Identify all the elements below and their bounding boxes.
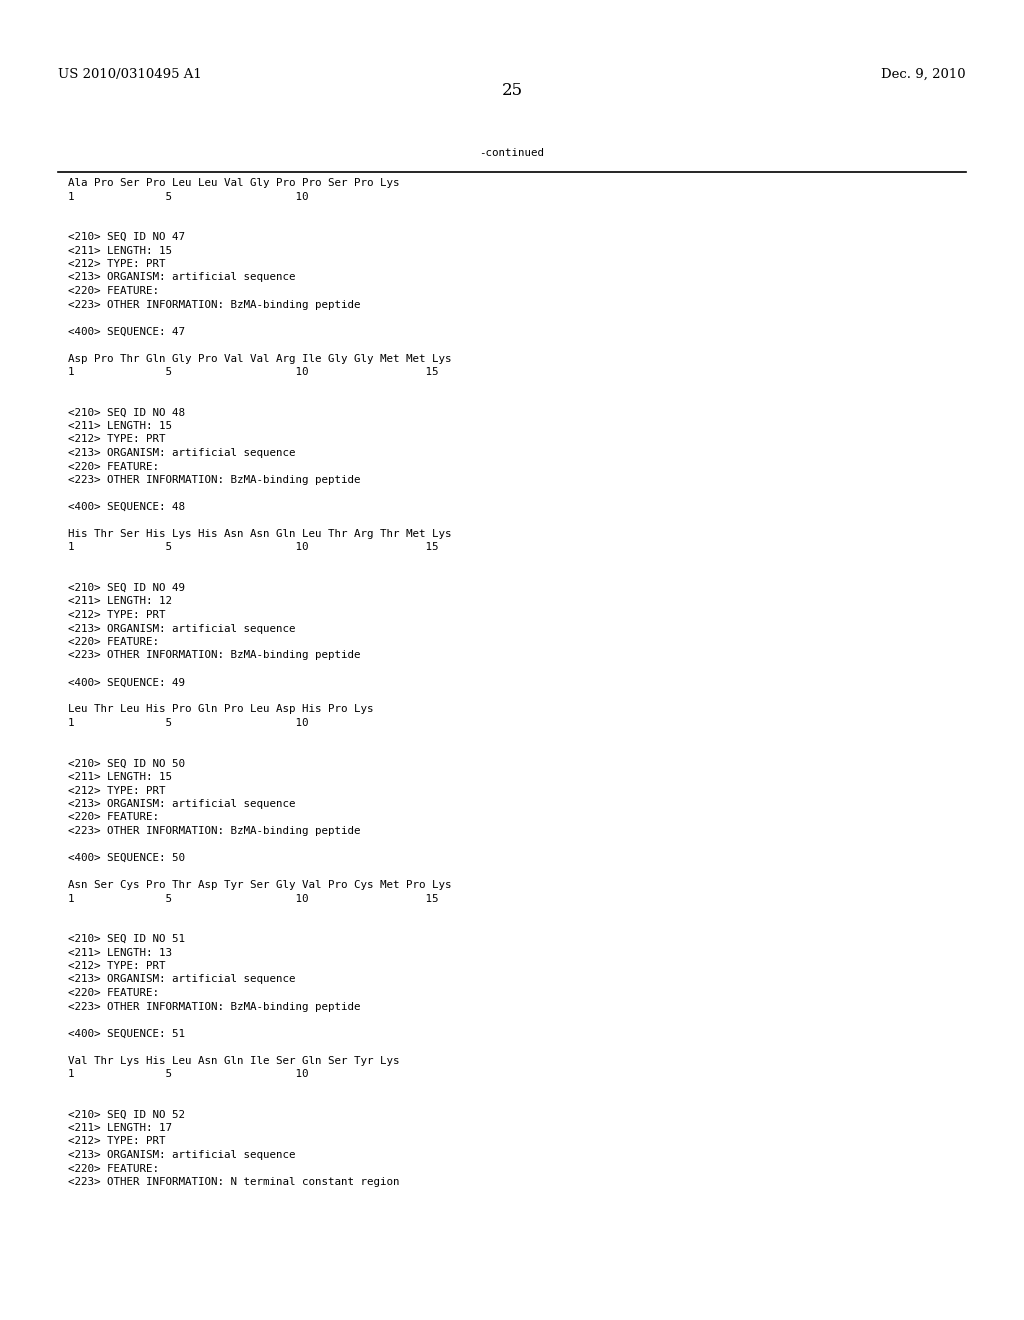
- Text: <210> SEQ ID NO 47: <210> SEQ ID NO 47: [68, 232, 185, 242]
- Text: <211> LENGTH: 15: <211> LENGTH: 15: [68, 421, 172, 432]
- Text: <213> ORGANISM: artificial sequence: <213> ORGANISM: artificial sequence: [68, 974, 296, 985]
- Text: <210> SEQ ID NO 50: <210> SEQ ID NO 50: [68, 759, 185, 768]
- Text: <211> LENGTH: 15: <211> LENGTH: 15: [68, 772, 172, 781]
- Text: <212> TYPE: PRT: <212> TYPE: PRT: [68, 1137, 166, 1147]
- Text: <220> FEATURE:: <220> FEATURE:: [68, 1163, 159, 1173]
- Text: <220> FEATURE:: <220> FEATURE:: [68, 286, 159, 296]
- Text: <212> TYPE: PRT: <212> TYPE: PRT: [68, 961, 166, 972]
- Text: <220> FEATURE:: <220> FEATURE:: [68, 462, 159, 471]
- Text: <211> LENGTH: 13: <211> LENGTH: 13: [68, 948, 172, 957]
- Text: <212> TYPE: PRT: <212> TYPE: PRT: [68, 434, 166, 445]
- Text: <223> OTHER INFORMATION: BzMA-binding peptide: <223> OTHER INFORMATION: BzMA-binding pe…: [68, 475, 360, 484]
- Text: Dec. 9, 2010: Dec. 9, 2010: [882, 69, 966, 81]
- Text: <223> OTHER INFORMATION: BzMA-binding peptide: <223> OTHER INFORMATION: BzMA-binding pe…: [68, 651, 360, 660]
- Text: <212> TYPE: PRT: <212> TYPE: PRT: [68, 785, 166, 796]
- Text: <400> SEQUENCE: 47: <400> SEQUENCE: 47: [68, 326, 185, 337]
- Text: <220> FEATURE:: <220> FEATURE:: [68, 638, 159, 647]
- Text: 25: 25: [502, 82, 522, 99]
- Text: <213> ORGANISM: artificial sequence: <213> ORGANISM: artificial sequence: [68, 447, 296, 458]
- Text: 1              5                   10                  15: 1 5 10 15: [68, 367, 438, 378]
- Text: <210> SEQ ID NO 49: <210> SEQ ID NO 49: [68, 583, 185, 593]
- Text: <211> LENGTH: 15: <211> LENGTH: 15: [68, 246, 172, 256]
- Text: <220> FEATURE:: <220> FEATURE:: [68, 987, 159, 998]
- Text: <213> ORGANISM: artificial sequence: <213> ORGANISM: artificial sequence: [68, 799, 296, 809]
- Text: Asp Pro Thr Gln Gly Pro Val Val Arg Ile Gly Gly Met Met Lys: Asp Pro Thr Gln Gly Pro Val Val Arg Ile …: [68, 354, 452, 363]
- Text: <223> OTHER INFORMATION: N terminal constant region: <223> OTHER INFORMATION: N terminal cons…: [68, 1177, 399, 1187]
- Text: <210> SEQ ID NO 52: <210> SEQ ID NO 52: [68, 1110, 185, 1119]
- Text: <213> ORGANISM: artificial sequence: <213> ORGANISM: artificial sequence: [68, 623, 296, 634]
- Text: <400> SEQUENCE: 50: <400> SEQUENCE: 50: [68, 853, 185, 863]
- Text: <400> SEQUENCE: 51: <400> SEQUENCE: 51: [68, 1028, 185, 1039]
- Text: 1              5                   10: 1 5 10: [68, 1069, 308, 1078]
- Text: US 2010/0310495 A1: US 2010/0310495 A1: [58, 69, 202, 81]
- Text: <400> SEQUENCE: 48: <400> SEQUENCE: 48: [68, 502, 185, 512]
- Text: <223> OTHER INFORMATION: BzMA-binding peptide: <223> OTHER INFORMATION: BzMA-binding pe…: [68, 1002, 360, 1011]
- Text: Ala Pro Ser Pro Leu Leu Val Gly Pro Pro Ser Pro Lys: Ala Pro Ser Pro Leu Leu Val Gly Pro Pro …: [68, 178, 399, 187]
- Text: 1              5                   10                  15: 1 5 10 15: [68, 894, 438, 903]
- Text: <213> ORGANISM: artificial sequence: <213> ORGANISM: artificial sequence: [68, 272, 296, 282]
- Text: His Thr Ser His Lys His Asn Asn Gln Leu Thr Arg Thr Met Lys: His Thr Ser His Lys His Asn Asn Gln Leu …: [68, 529, 452, 539]
- Text: <220> FEATURE:: <220> FEATURE:: [68, 813, 159, 822]
- Text: <211> LENGTH: 12: <211> LENGTH: 12: [68, 597, 172, 606]
- Text: <212> TYPE: PRT: <212> TYPE: PRT: [68, 610, 166, 620]
- Text: Leu Thr Leu His Pro Gln Pro Leu Asp His Pro Lys: Leu Thr Leu His Pro Gln Pro Leu Asp His …: [68, 705, 374, 714]
- Text: <212> TYPE: PRT: <212> TYPE: PRT: [68, 259, 166, 269]
- Text: 1              5                   10: 1 5 10: [68, 191, 308, 202]
- Text: <213> ORGANISM: artificial sequence: <213> ORGANISM: artificial sequence: [68, 1150, 296, 1160]
- Text: <223> OTHER INFORMATION: BzMA-binding peptide: <223> OTHER INFORMATION: BzMA-binding pe…: [68, 300, 360, 309]
- Text: 1              5                   10                  15: 1 5 10 15: [68, 543, 438, 553]
- Text: <210> SEQ ID NO 48: <210> SEQ ID NO 48: [68, 408, 185, 417]
- Text: <210> SEQ ID NO 51: <210> SEQ ID NO 51: [68, 935, 185, 944]
- Text: <223> OTHER INFORMATION: BzMA-binding peptide: <223> OTHER INFORMATION: BzMA-binding pe…: [68, 826, 360, 836]
- Text: Val Thr Lys His Leu Asn Gln Ile Ser Gln Ser Tyr Lys: Val Thr Lys His Leu Asn Gln Ile Ser Gln …: [68, 1056, 399, 1065]
- Text: Asn Ser Cys Pro Thr Asp Tyr Ser Gly Val Pro Cys Met Pro Lys: Asn Ser Cys Pro Thr Asp Tyr Ser Gly Val …: [68, 880, 452, 890]
- Text: 1              5                   10: 1 5 10: [68, 718, 308, 729]
- Text: -continued: -continued: [479, 148, 545, 158]
- Text: <400> SEQUENCE: 49: <400> SEQUENCE: 49: [68, 677, 185, 688]
- Text: <211> LENGTH: 17: <211> LENGTH: 17: [68, 1123, 172, 1133]
